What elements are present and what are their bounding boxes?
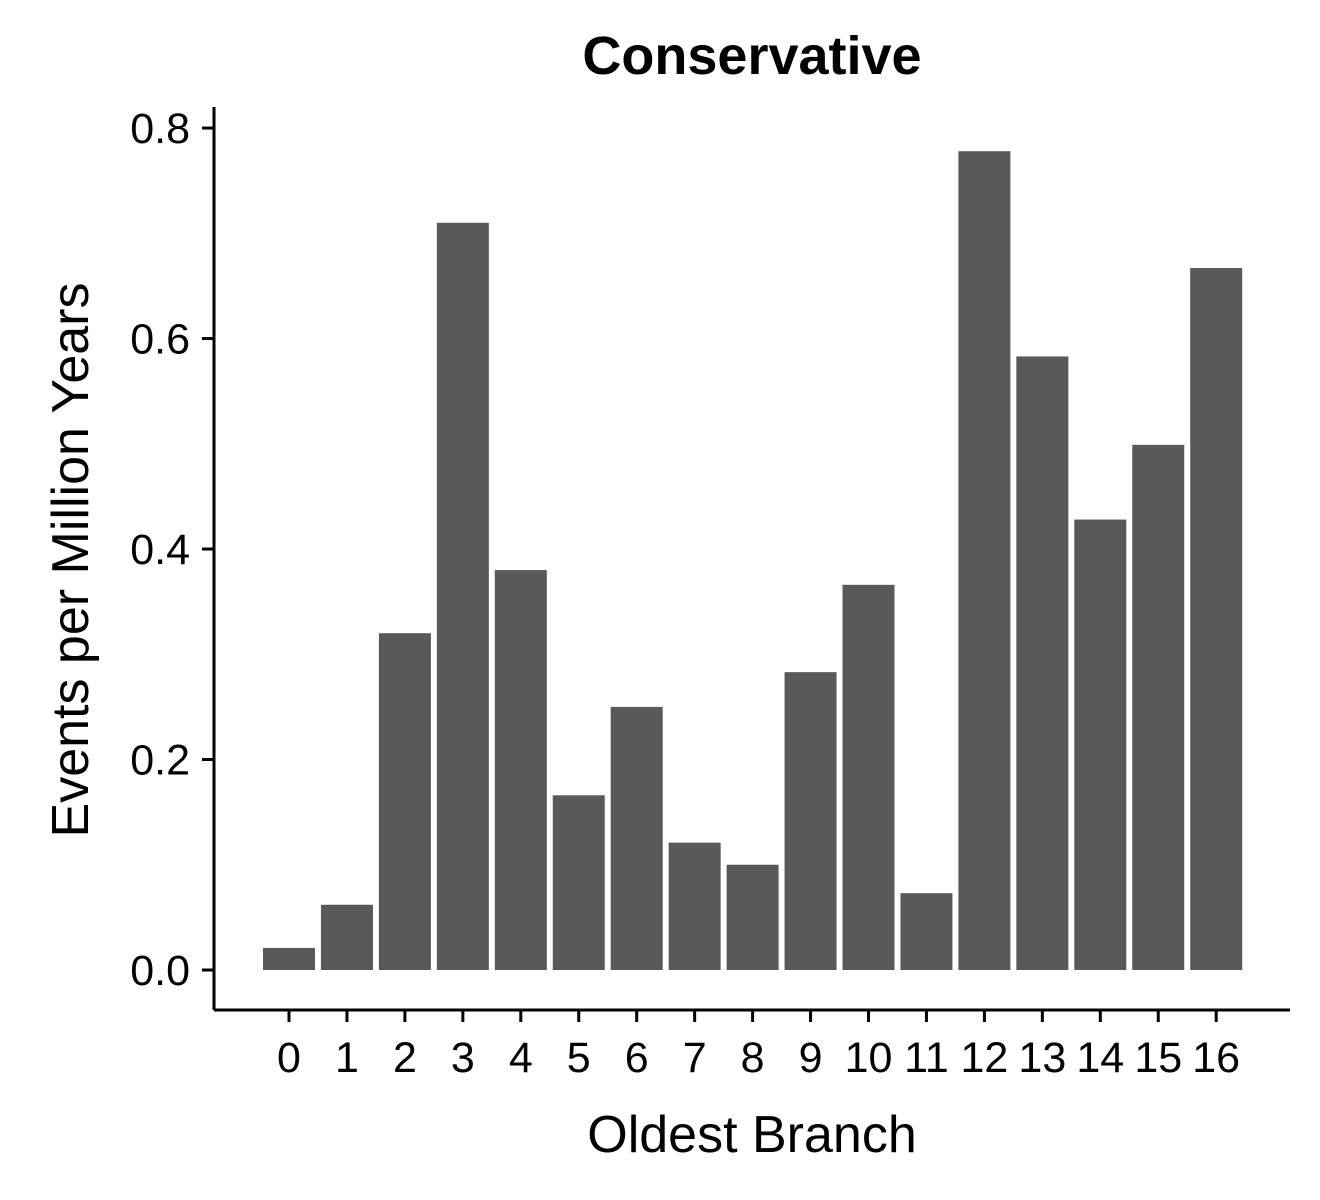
bar-16 bbox=[1190, 268, 1243, 970]
y-tick-label: 0.0 bbox=[130, 947, 190, 995]
bar-0 bbox=[263, 947, 315, 971]
x-axis: 0 1 2 3 4 5 6 7 8 9 10 11 12 13 14 15 16 bbox=[214, 1008, 1290, 1082]
x-tick-label: 4 bbox=[509, 1034, 533, 1082]
x-tick-label: 13 bbox=[1018, 1034, 1066, 1082]
bar-11 bbox=[900, 893, 953, 971]
bar-10 bbox=[842, 584, 895, 971]
bars-group bbox=[263, 151, 1243, 971]
y-tick-label: 0.4 bbox=[130, 526, 190, 574]
x-tick-label: 0 bbox=[277, 1034, 301, 1082]
bar-15 bbox=[1132, 444, 1185, 971]
bar-5 bbox=[552, 795, 605, 971]
bar-14 bbox=[1074, 519, 1127, 971]
x-tick-label: 8 bbox=[741, 1034, 765, 1082]
y-tick-label: 0.8 bbox=[130, 105, 190, 153]
bar-3 bbox=[436, 222, 489, 971]
x-tick-label: 11 bbox=[904, 1034, 949, 1082]
bar-12 bbox=[958, 151, 1011, 970]
bar-7 bbox=[668, 842, 721, 971]
x-tick-label: 10 bbox=[845, 1034, 893, 1082]
x-axis-title: Oldest Branch bbox=[587, 1106, 917, 1164]
x-tick-label: 15 bbox=[1134, 1034, 1182, 1082]
x-tick-label: 16 bbox=[1192, 1034, 1240, 1082]
bar-1 bbox=[320, 904, 373, 971]
bar-8 bbox=[726, 864, 779, 970]
y-tick-label: 0.2 bbox=[130, 737, 190, 785]
x-tick-label: 12 bbox=[960, 1034, 1008, 1082]
bar-4 bbox=[494, 570, 547, 971]
x-tick-label: 3 bbox=[451, 1034, 475, 1082]
x-tick-label: 1 bbox=[335, 1034, 359, 1082]
x-tick-label: 2 bbox=[393, 1034, 417, 1082]
x-tick-label: 7 bbox=[683, 1034, 707, 1082]
bar-2 bbox=[378, 633, 431, 970]
x-tick-label: 6 bbox=[625, 1034, 649, 1082]
y-axis-title: Events per Million Years bbox=[42, 283, 100, 838]
bar-6 bbox=[610, 706, 663, 971]
chart-title: Conservative bbox=[582, 26, 921, 86]
x-tick-label: 5 bbox=[567, 1034, 591, 1082]
x-tick-label: 14 bbox=[1076, 1034, 1124, 1082]
y-axis: 0.0 0.2 0.4 0.6 0.8 bbox=[130, 105, 216, 1010]
x-tick-label: 9 bbox=[799, 1034, 823, 1082]
y-tick-label: 0.6 bbox=[130, 316, 190, 364]
bar-13 bbox=[1016, 356, 1069, 971]
bar-9 bbox=[784, 672, 837, 970]
